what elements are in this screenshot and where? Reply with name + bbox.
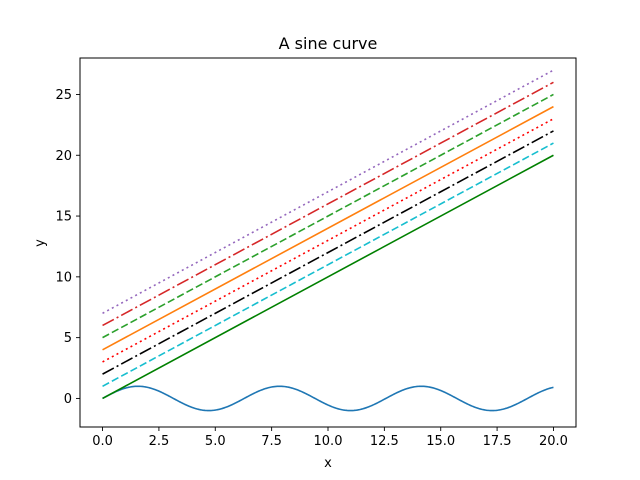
x-tick-label: 15.0 <box>426 434 455 449</box>
series-line-2 <box>102 142 554 387</box>
x-tick-label: 5.0 <box>205 434 226 449</box>
x-axis-label: x <box>324 456 332 471</box>
x-tick-label: 0.0 <box>92 434 113 449</box>
y-tick-label: 5 <box>64 331 72 346</box>
plot-area <box>102 69 554 412</box>
series-line-1 <box>102 154 554 400</box>
x-tick-label: 7.5 <box>261 434 282 449</box>
x-tick-label: 2.5 <box>149 434 170 449</box>
series-line-7 <box>102 81 554 327</box>
y-axis-label: y <box>33 239 48 247</box>
y-tick-label: 20 <box>55 149 72 164</box>
chart-title: A sine curve <box>279 34 378 53</box>
series-line-4 <box>102 118 554 363</box>
series-line-3 <box>102 130 554 375</box>
x-tick-label: 17.5 <box>483 434 512 449</box>
y-tick-label: 0 <box>64 392 72 407</box>
sine-curve-line <box>102 385 554 412</box>
series-line-8 <box>102 69 554 315</box>
y-tick-label: 25 <box>55 88 72 103</box>
y-axis: 0 5 10 15 20 25 <box>55 88 80 407</box>
y-tick-label: 15 <box>55 210 72 225</box>
x-tick-label: 10.0 <box>314 434 343 449</box>
y-tick-label: 10 <box>55 270 72 285</box>
x-tick-label: 12.5 <box>370 434 399 449</box>
series-line-5 <box>102 105 554 351</box>
axes-frame <box>79 57 577 428</box>
x-axis: 0.0 2.5 5.0 7.5 10.0 12.5 15.0 17.5 20.0 <box>92 427 568 449</box>
series-line-6 <box>102 93 554 339</box>
x-tick-label: 20.0 <box>539 434 568 449</box>
